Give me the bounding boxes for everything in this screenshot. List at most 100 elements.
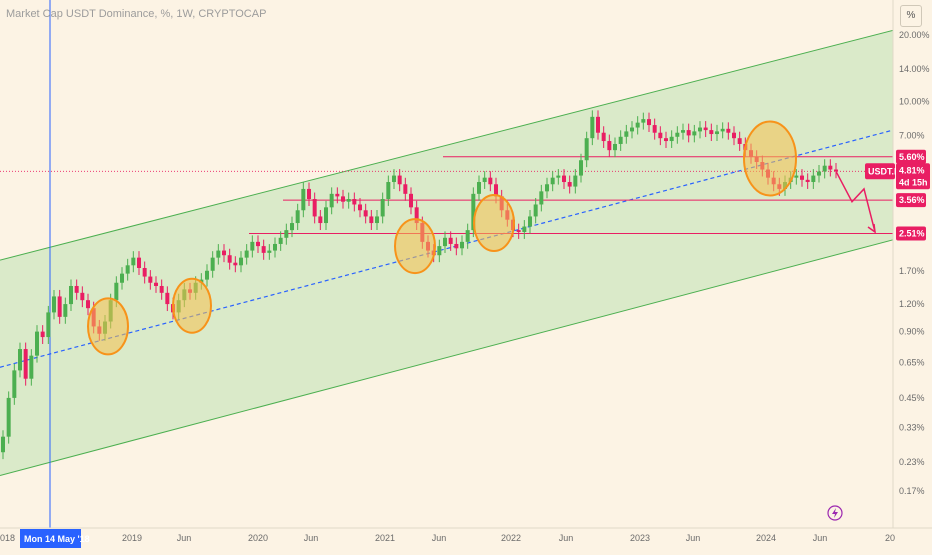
time-tick-label: Jun (559, 533, 574, 543)
candle-body (522, 226, 527, 232)
candle-body (6, 397, 11, 437)
candle-body (681, 130, 685, 133)
projection-layer (835, 170, 876, 234)
price-tick-label: 0.65% (899, 358, 925, 368)
time-tick-label: Jun (432, 533, 447, 543)
candle-body (567, 182, 572, 187)
time-tick-label: Jun (686, 533, 701, 543)
candle-body (443, 237, 447, 247)
candle-body (222, 250, 226, 256)
candle-body (647, 119, 651, 126)
lightning-icon-ring (827, 505, 843, 521)
time-tick-label: Jun (813, 533, 828, 543)
chart-title: Market Cap USDT Dominance, %, 1W, CRYPTO… (6, 8, 267, 20)
time-tick-label: Jun (304, 533, 319, 543)
candle-body (142, 267, 147, 277)
candle-body (233, 262, 238, 266)
candle-body (341, 196, 345, 202)
lightning-icon-bolt (832, 508, 838, 518)
candle-body (596, 116, 600, 133)
candle-body (675, 132, 680, 137)
candle-body (817, 171, 821, 176)
candle-body (590, 116, 595, 139)
candle-body (409, 193, 413, 208)
price-tick-label: 0.23% (899, 457, 925, 467)
current-price-countdown: 4d 15h (899, 177, 928, 187)
candle-body (18, 349, 22, 371)
candle-body (392, 175, 396, 183)
candle-body (1, 436, 5, 453)
candle-body (74, 285, 79, 293)
candle-body (267, 250, 272, 253)
candle-body (131, 257, 136, 266)
candle-body (805, 179, 810, 183)
candle-body (601, 132, 606, 142)
current-price-tag (896, 163, 930, 190)
highlight-zone-circle (473, 194, 515, 253)
candle-body (35, 331, 39, 356)
candle-body (386, 182, 391, 200)
time-tick-label: 2021 (375, 533, 395, 543)
candle-body (715, 131, 719, 135)
projection-path (835, 170, 876, 233)
candle-body (494, 184, 498, 197)
candle-body (613, 143, 617, 151)
current-price-value: 4.81% (899, 165, 925, 175)
candle-body (834, 169, 838, 172)
candle-body (726, 128, 731, 133)
highlight-zone-circle (87, 297, 129, 356)
candle-body (737, 138, 742, 144)
symbol-tag (865, 163, 895, 180)
candle-body (658, 132, 663, 139)
candle-body (607, 141, 612, 151)
candle-body (46, 312, 51, 338)
crosshair-date-label: Mon 14 May '18 (24, 534, 90, 544)
candle-body (454, 243, 459, 249)
candle-body (346, 199, 351, 202)
candle-body (312, 199, 317, 217)
candle-body (363, 210, 368, 217)
scale-button-label: % (906, 10, 916, 21)
price-tick-label: 10.00% (899, 96, 930, 106)
highlight-zone-circle (172, 277, 212, 334)
candle-body (52, 296, 56, 313)
zones-layer (87, 120, 797, 356)
candle-body (448, 237, 453, 244)
candle-body (397, 175, 402, 185)
price-tick-label: 1.20% (899, 299, 925, 309)
log-scale-button[interactable]: % (900, 5, 922, 27)
candle-body (669, 136, 674, 142)
candle-body (369, 216, 374, 224)
level-price-tag-label: 2.51% (899, 229, 925, 239)
candle-body (630, 127, 634, 132)
price-tick-label: 0.90% (899, 327, 925, 337)
candle-body (148, 276, 153, 283)
candle-body (635, 122, 640, 128)
candle-body (114, 282, 119, 301)
candle-body (210, 257, 215, 271)
candle-body (533, 204, 538, 217)
candle-body (318, 216, 323, 224)
candle-body (278, 237, 283, 244)
candle-body (307, 188, 311, 200)
candle-body (477, 182, 481, 194)
candle-body (488, 177, 493, 185)
candle-body (403, 184, 408, 194)
candle-body (732, 132, 736, 139)
candle-body (154, 282, 158, 286)
candle-body (539, 191, 544, 205)
channel-lower-line (0, 239, 894, 476)
candle-body (709, 130, 714, 135)
candle-body (641, 119, 646, 123)
price-tick-label: 20.00% (899, 30, 930, 40)
candle-body (256, 241, 260, 247)
candle-body (698, 127, 702, 132)
candle-body (295, 210, 300, 224)
level-price-tag-label: 3.56% (899, 195, 925, 205)
channel-upper-line (0, 29, 894, 261)
candle-body (828, 165, 833, 170)
candle-body (250, 241, 255, 251)
